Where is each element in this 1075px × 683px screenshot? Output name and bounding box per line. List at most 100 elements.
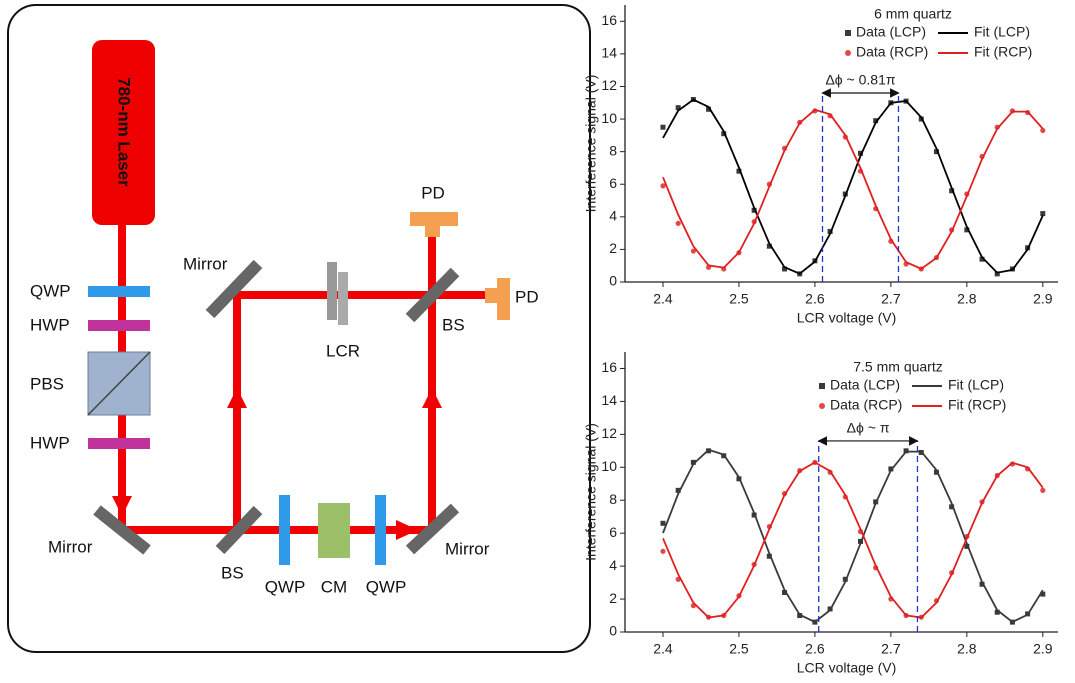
setup-diagram: 780-nm Laser QWP HWP PBS HWP Mirror BS Q…: [7, 4, 591, 653]
legend-title: 6 mm quartz: [874, 6, 952, 22]
data-point: [721, 131, 727, 137]
fit-line: [662, 461, 1044, 619]
legend-label: Data (RCP): [856, 44, 928, 60]
beam-arrows: [112, 388, 442, 540]
label: QWP: [30, 281, 71, 300]
data-point: [873, 118, 879, 124]
data-point: [660, 520, 666, 526]
label: QWP: [265, 577, 306, 596]
y-tick-label: 4: [609, 557, 617, 573]
label: PD: [515, 287, 539, 306]
data-point: [1040, 487, 1046, 493]
label: CM: [321, 577, 347, 596]
data-point: [736, 168, 742, 174]
data-point: [660, 183, 666, 189]
data-point: [782, 589, 788, 595]
data-point: [706, 106, 712, 112]
label: LCR: [326, 341, 360, 360]
legend-label: Fit (RCP): [974, 44, 1032, 60]
chart: 0 2 4 6 8 10 12 14 16 2.4 2.5 2.6 2.7 2.8 2.9 LCR volta…: [583, 352, 1058, 676]
data-point: [660, 124, 666, 130]
y-tick-label: 6: [609, 524, 617, 540]
laser: [92, 40, 155, 225]
label: HWP: [30, 315, 70, 334]
label: HWP: [30, 433, 70, 452]
legend-swatch: [819, 403, 825, 409]
x-tick-label: 2.4: [653, 291, 673, 307]
data-point: [979, 256, 985, 262]
x-tick-label: 2.7: [881, 641, 901, 657]
x-axis-label: LCR voltage (V): [797, 660, 897, 676]
fit-line: [662, 108, 1044, 270]
qwp: [375, 495, 386, 565]
label: Mirror: [48, 537, 93, 556]
detector: [425, 225, 440, 237]
detector: [497, 278, 510, 320]
y-tick-label: 0: [609, 623, 617, 639]
data-point: [675, 105, 681, 111]
y-tick-label: 10: [601, 110, 617, 126]
data-point: [690, 248, 696, 254]
fit-line: [662, 98, 1044, 275]
detector: [410, 212, 458, 226]
qwp: [279, 495, 290, 565]
y-tick-label: 0: [609, 273, 617, 289]
label: Mirror: [183, 254, 228, 273]
data-point: [933, 469, 939, 475]
data-point: [949, 188, 955, 194]
chart: 0 2 4 6 8 10 12 14 16 2.4 2.5 2.6 2.7 2.8 2.9 LCR volta…: [583, 5, 1058, 326]
mirrors: [93, 259, 460, 555]
legend-label: Fit (RCP): [948, 397, 1006, 413]
x-tick-label: 2.8: [957, 641, 977, 657]
hwp: [88, 438, 150, 449]
data-point: [675, 487, 681, 493]
data-point: [857, 150, 863, 156]
legend-label: Data (RCP): [830, 397, 902, 413]
y-tick-label: 14: [601, 45, 617, 61]
label: PBS: [30, 374, 64, 393]
y-tick-label: 14: [601, 392, 617, 408]
y-tick-label: 16: [601, 12, 617, 28]
fit-line: [662, 448, 1044, 624]
y-tick-label: 6: [609, 175, 617, 191]
laser-label: 780-nm Laser: [115, 77, 134, 187]
data-point: [933, 149, 939, 155]
legend-swatch: [845, 50, 851, 56]
x-tick-label: 2.9: [1033, 641, 1053, 657]
y-tick-label: 10: [601, 458, 617, 474]
y-axis-label: Interference signal (V): [583, 423, 599, 561]
y-tick-label: 4: [609, 208, 617, 224]
y-tick-label: 16: [601, 359, 617, 375]
data-point: [1040, 127, 1046, 134]
data-point: [660, 548, 666, 554]
lcr: [327, 262, 337, 320]
x-tick-label: 2.6: [805, 641, 825, 657]
data-point: [994, 609, 1000, 615]
x-tick-label: 2.5: [729, 641, 749, 657]
phase-label: Δϕ ~ π: [847, 420, 890, 436]
data-point: [782, 266, 788, 272]
data-point: [675, 220, 681, 226]
label: BS: [442, 315, 465, 334]
x-tick-label: 2.6: [805, 291, 825, 307]
x-tick-label: 2.8: [957, 291, 977, 307]
x-axis-label: LCR voltage (V): [797, 310, 897, 326]
data-point: [751, 207, 757, 213]
crystal: [318, 503, 350, 558]
label: PD: [421, 183, 445, 202]
lcr: [338, 272, 348, 325]
legend-label: Data (LCP): [856, 24, 926, 40]
y-tick-label: 2: [609, 590, 617, 606]
y-axis-label: Interference signal (V): [583, 75, 599, 213]
y-tick-label: 8: [609, 491, 617, 507]
data-point: [994, 271, 1000, 277]
data-point: [964, 227, 970, 233]
qwp: [88, 286, 150, 297]
y-tick-label: 12: [601, 425, 617, 441]
x-tick-label: 2.7: [881, 291, 901, 307]
legend-swatch: [819, 383, 825, 389]
data-point: [1040, 591, 1046, 597]
data-point: [766, 243, 772, 249]
